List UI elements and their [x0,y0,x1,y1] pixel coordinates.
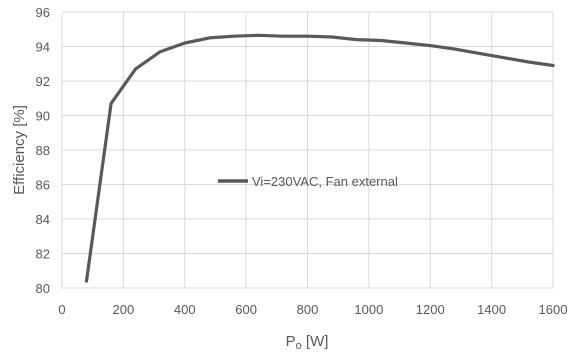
x-tick-label: 400 [174,302,196,317]
y-tick-label: 96 [36,5,50,20]
x-tick-label: 600 [235,302,257,317]
series-line [84,33,555,283]
x-tick-label: 1200 [416,302,445,317]
x-axis-ticks: 0 200 400 600 800 1000 1200 1400 1600 [58,302,567,317]
x-tick-label: 0 [58,302,65,317]
x-axis-title: Po [W] [286,333,329,352]
y-tick-label: 88 [36,143,50,158]
y-tick-label: 82 [36,247,50,262]
series-layer [84,33,555,283]
y-tick-label: 90 [36,109,50,124]
x-tick-label: 1600 [539,302,568,317]
x-tick-label: 1000 [354,302,383,317]
x-tick-label: 800 [297,302,319,317]
y-tick-label: 94 [36,40,50,55]
y-axis-title: Efficiency [%] [11,105,28,195]
x-tick-label: 1400 [477,302,506,317]
grid [61,11,554,289]
y-tick-label: 84 [36,212,50,227]
x-tick-label: 200 [113,302,135,317]
y-tick-label: 86 [36,178,50,193]
legend-label: Vi=230VAC, Fan external [252,174,398,189]
legend: Vi=230VAC, Fan external [218,174,398,189]
y-tick-label: 80 [36,281,50,296]
y-axis-ticks: 80 82 84 86 88 90 92 94 96 [36,5,50,296]
y-tick-label: 92 [36,74,50,89]
